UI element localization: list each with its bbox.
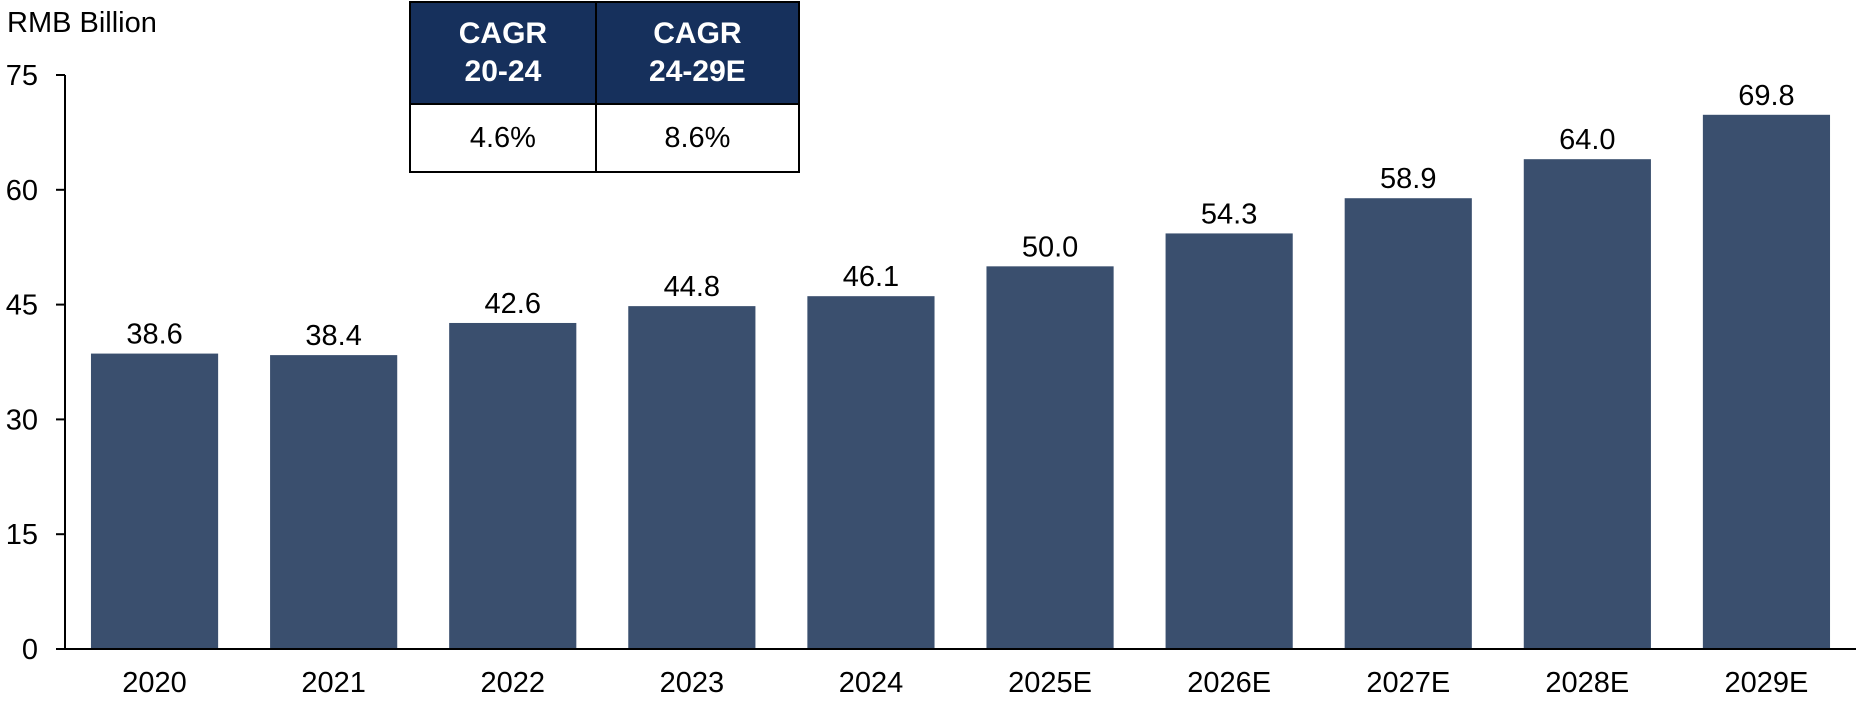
x-tick-label-2023: 2023 bbox=[660, 667, 725, 699]
cagr-header-20-24-line1: CAGR bbox=[458, 17, 548, 50]
value-label-2023: 44.8 bbox=[664, 271, 720, 303]
value-label-2029e: 69.8 bbox=[1738, 80, 1794, 112]
x-tick-label-2026e: 2026E bbox=[1187, 667, 1271, 699]
value-label-2024: 46.1 bbox=[843, 261, 899, 293]
y-tick-label: 75 bbox=[6, 60, 38, 92]
y-tick-label: 15 bbox=[6, 519, 38, 551]
x-tick-label-2028e: 2028E bbox=[1545, 667, 1629, 699]
cagr-value-20-24: 4.6% bbox=[409, 103, 597, 173]
cagr-header-20-24: CAGR 20-24 bbox=[409, 1, 597, 105]
bar-2026e bbox=[1165, 233, 1293, 649]
y-tick-label: 30 bbox=[6, 404, 38, 436]
x-tick-label-2020: 2020 bbox=[122, 667, 187, 699]
y-tick-label: 60 bbox=[6, 175, 38, 207]
bar-2020 bbox=[90, 353, 219, 649]
cagr-header-24-29e-line2: 24-29E bbox=[649, 55, 746, 88]
x-tick-label-2025e: 2025E bbox=[1008, 667, 1092, 699]
value-label-2028e: 64.0 bbox=[1559, 124, 1615, 156]
x-tick-label-2021: 2021 bbox=[301, 667, 366, 699]
y-tick-label: 0 bbox=[22, 634, 38, 666]
cagr-header-20-24-line2: 20-24 bbox=[464, 55, 542, 88]
x-tick-label-2029e: 2029E bbox=[1725, 667, 1809, 699]
value-label-2026e: 54.3 bbox=[1201, 198, 1257, 230]
cagr-value-row: 4.6% 8.6% bbox=[409, 103, 801, 173]
y-axis-ticks: 0 15 30 45 60 75 bbox=[6, 60, 65, 666]
x-axis-ticks: 2020 2021 2022 2023 2024 2025E 2026E 2027E 2028E… bbox=[122, 667, 1808, 699]
bars bbox=[90, 114, 1831, 650]
bar-2021 bbox=[270, 355, 398, 649]
value-label-2022: 42.6 bbox=[485, 288, 541, 320]
x-tick-label-2022: 2022 bbox=[480, 667, 545, 699]
x-tick-label-2024: 2024 bbox=[839, 667, 904, 699]
cagr-header-24-29e: CAGR 24-29E bbox=[594, 1, 801, 105]
value-label-2021: 38.4 bbox=[305, 320, 361, 352]
bar-2025e bbox=[986, 266, 1114, 649]
bar-2027e bbox=[1344, 198, 1472, 649]
value-labels: 38.6 38.4 42.6 44.8 46.1 50.0 54.3 58.9 64.0 69.8 bbox=[126, 80, 1794, 352]
cagr-header-row: CAGR 20-24 CAGR 24-29E bbox=[409, 1, 801, 105]
bar-2023 bbox=[628, 306, 756, 649]
value-label-2020: 38.6 bbox=[126, 319, 182, 351]
value-label-2027e: 58.9 bbox=[1380, 163, 1436, 195]
bar-2022 bbox=[449, 322, 577, 649]
y-axis-title: RMB Billion bbox=[7, 7, 157, 39]
y-tick-label: 45 bbox=[6, 290, 38, 322]
bar-2029e bbox=[1702, 114, 1831, 649]
bar-2028e bbox=[1523, 159, 1651, 650]
value-label-2025e: 50.0 bbox=[1022, 231, 1078, 263]
cagr-header-24-29e-line1: CAGR bbox=[653, 17, 742, 50]
cagr-value-24-29e: 8.6% bbox=[594, 103, 801, 173]
cagr-table: CAGR 20-24 CAGR 24-29E 4.6% 8.6% bbox=[409, 1, 801, 173]
x-tick-label-2027e: 2027E bbox=[1366, 667, 1450, 699]
bar-2024 bbox=[807, 296, 935, 649]
